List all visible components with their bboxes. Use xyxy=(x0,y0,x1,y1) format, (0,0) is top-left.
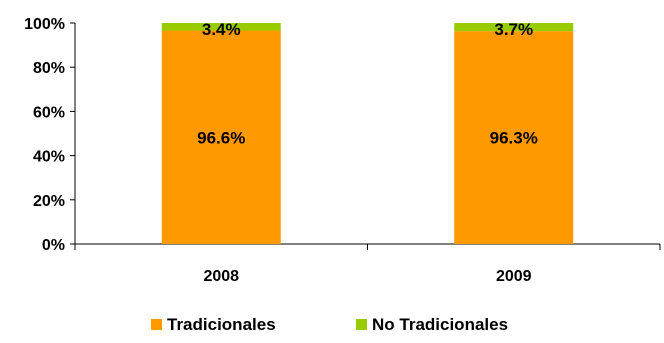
data-label: 96.6% xyxy=(197,128,245,147)
y-tick-label: 40% xyxy=(33,149,65,166)
y-tick-label: 80% xyxy=(33,60,65,77)
data-label: 3.7% xyxy=(494,20,533,39)
legend-swatch xyxy=(356,319,367,330)
y-tick-label: 60% xyxy=(33,104,65,121)
bar-tradicionales-2008 xyxy=(161,30,281,244)
data-labels: 96.6% 3.4% 96.3% 3.7% xyxy=(197,20,538,148)
bar-tradicionales-2009 xyxy=(454,31,574,244)
legend: Tradicionales No Tradicionales xyxy=(151,315,508,334)
y-tick-label: 20% xyxy=(33,193,65,210)
x-tick-label: 2009 xyxy=(496,268,532,285)
y-tick-label: 0% xyxy=(42,237,65,254)
bar-no-tradicionales-2009 xyxy=(454,23,574,32)
legend-swatch xyxy=(151,319,162,330)
bar-no-tradicionales-2008 xyxy=(161,23,281,31)
bars xyxy=(161,23,574,244)
legend-label: No Tradicionales xyxy=(372,315,508,334)
legend-label: Tradicionales xyxy=(167,315,276,334)
data-label: 96.3% xyxy=(490,129,538,148)
y-tick-label: 100% xyxy=(24,16,65,33)
x-tick-label: 2008 xyxy=(203,268,239,285)
data-label: 3.4% xyxy=(202,20,241,39)
